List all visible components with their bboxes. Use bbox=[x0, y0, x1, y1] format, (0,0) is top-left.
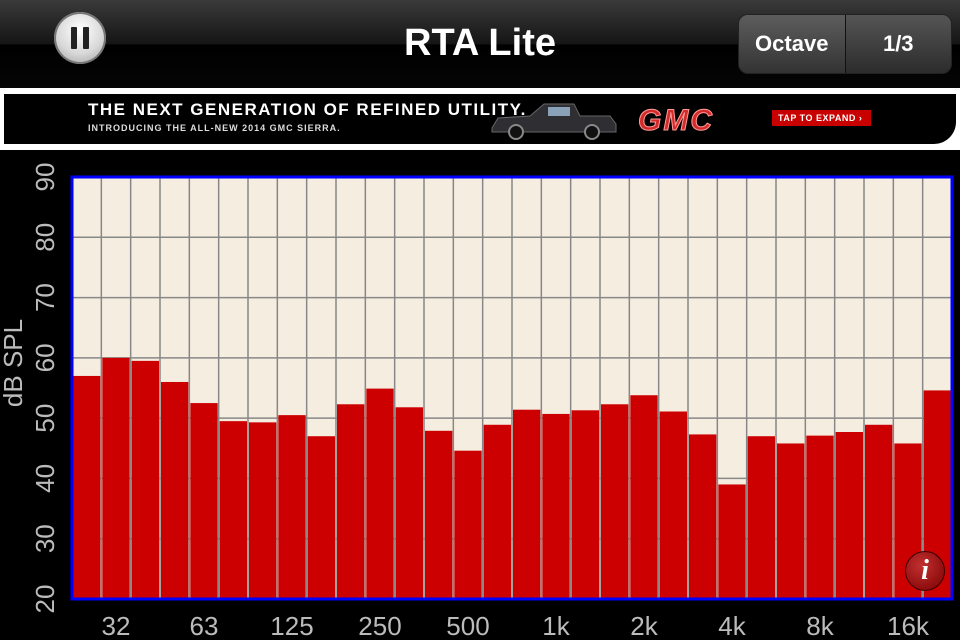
spectrum-bar bbox=[131, 360, 159, 599]
spectrum-bar bbox=[777, 443, 805, 599]
fraction-segment[interactable]: 1/3 bbox=[845, 15, 951, 73]
spectrum-chart: 20 30 40 50 60 70 80 90 dB SPL 32 63 125 250 500 1k 2k 4… bbox=[0, 163, 954, 640]
spectrum-bar bbox=[161, 381, 189, 599]
spectrum-bar bbox=[601, 404, 629, 599]
y-tick-label: 30 bbox=[30, 524, 60, 553]
x-tick-label: 125 bbox=[270, 611, 313, 640]
x-tick-label: 500 bbox=[446, 611, 489, 640]
y-tick-label: 90 bbox=[30, 163, 60, 192]
y-tick-label: 20 bbox=[30, 585, 60, 614]
y-tick-label: 80 bbox=[30, 223, 60, 252]
truck-image bbox=[491, 103, 617, 140]
spectrum-bar bbox=[689, 434, 717, 599]
spectrum-bar bbox=[835, 432, 863, 599]
resolution-segmented-control[interactable]: Octave 1/3 bbox=[738, 14, 952, 74]
spectrum-bar bbox=[395, 407, 423, 599]
spectrum-bar bbox=[571, 410, 599, 599]
spectrum-bar bbox=[659, 411, 687, 599]
spectrum-bar bbox=[249, 422, 277, 599]
spectrum-bar bbox=[483, 424, 511, 599]
spectrum-bar bbox=[806, 435, 834, 599]
info-icon: i bbox=[921, 555, 929, 586]
ad-expand-label: TAP TO EXPAND bbox=[778, 113, 856, 123]
spectrum-bar bbox=[73, 375, 101, 599]
ad-brand-logo: GMC bbox=[638, 104, 714, 138]
ad-headline: THE NEXT GENERATION OF REFINED UTILITY. bbox=[88, 100, 527, 119]
spectrum-bar bbox=[865, 424, 893, 599]
spectrum-bar bbox=[630, 395, 658, 599]
x-tick-label: 4k bbox=[718, 611, 746, 640]
spectrum-bar bbox=[718, 484, 746, 599]
spectrum-bar bbox=[454, 450, 482, 599]
octave-segment[interactable]: Octave bbox=[739, 15, 846, 73]
spectrum-bar bbox=[747, 436, 775, 599]
y-tick-label: 70 bbox=[30, 283, 60, 312]
pause-icon bbox=[71, 27, 89, 49]
rta-chart: 20 30 40 50 60 70 80 90 dB SPL 32 63 125 250 500 1k 2k 4… bbox=[0, 150, 960, 640]
info-button[interactable]: i bbox=[905, 551, 945, 591]
spectrum-bar bbox=[102, 357, 130, 599]
x-tick-label: 16k bbox=[887, 611, 930, 640]
spectrum-bar bbox=[307, 436, 335, 599]
spectrum-bar bbox=[542, 413, 570, 599]
x-tick-label: 32 bbox=[102, 611, 131, 640]
spectrum-bar bbox=[513, 409, 541, 599]
spectrum-bar bbox=[337, 404, 365, 599]
x-tick-label: 8k bbox=[806, 611, 834, 640]
y-axis-label: dB SPL bbox=[0, 319, 28, 407]
plot-border bbox=[70, 175, 954, 601]
spectrum-bar bbox=[366, 388, 394, 599]
x-tick-label: 1k bbox=[542, 611, 570, 640]
x-tick-label: 2k bbox=[630, 611, 658, 640]
spectrum-bar bbox=[190, 403, 218, 599]
spectrum-bar bbox=[219, 421, 247, 599]
spectrum-bar bbox=[425, 430, 453, 599]
ad-banner-area: THE NEXT GENERATION OF REFINED UTILITY. … bbox=[0, 88, 960, 240]
spectrum-bar bbox=[278, 415, 306, 599]
ad-banner[interactable]: THE NEXT GENERATION OF REFINED UTILITY. … bbox=[4, 94, 956, 144]
pause-button[interactable] bbox=[54, 12, 106, 64]
chevron-right-icon: › bbox=[858, 113, 863, 123]
y-tick-label: 60 bbox=[30, 343, 60, 372]
ad-subline: INTRODUCING THE ALL-NEW 2014 GMC SIERRA. bbox=[88, 123, 341, 133]
x-tick-label: 250 bbox=[358, 611, 401, 640]
y-tick-label: 50 bbox=[30, 404, 60, 433]
nav-bar: RTA Lite Octave 1/3 bbox=[0, 0, 960, 88]
x-tick-label: 63 bbox=[190, 611, 219, 640]
ad-expand-button[interactable]: TAP TO EXPAND › bbox=[772, 110, 871, 126]
y-tick-label: 40 bbox=[30, 464, 60, 493]
